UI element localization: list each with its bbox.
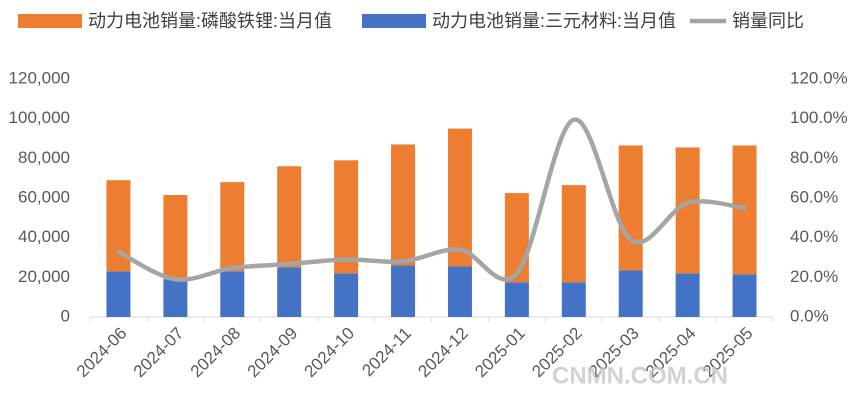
bar: [732, 274, 757, 317]
bar: [220, 271, 245, 317]
y2-tick-label: 40.0%: [790, 227, 838, 246]
bar: [334, 160, 359, 274]
legend-swatch: [18, 14, 82, 28]
x-tick-label: 2024-07: [130, 324, 188, 382]
bar: [220, 182, 245, 272]
y2-tick-label: 0.0%: [790, 306, 829, 325]
bar: [675, 147, 700, 274]
x-tick-label: 2024-08: [187, 324, 245, 382]
legend: 动力电池销量:磷酸铁锂:当月值 动力电池销量:三元材料:当月值 销量同比: [18, 11, 804, 31]
y-tick-label: 0: [61, 306, 70, 325]
y-tick-label: 120,000: [9, 68, 70, 87]
y-tick-label: 80,000: [18, 148, 70, 167]
bar: [447, 266, 472, 317]
bar: [106, 271, 131, 317]
legend-label: 动力电池销量:磷酸铁锂:当月值: [88, 11, 332, 31]
line: [116, 117, 747, 282]
bar: [447, 128, 472, 267]
legend-label: 动力电池销量:三元材料:当月值: [432, 11, 676, 31]
bar: [163, 279, 188, 317]
legend-swatch: [362, 14, 426, 28]
x-tick-label: 2024-10: [301, 324, 359, 382]
y2-tick-label: 100.0%: [790, 108, 848, 127]
y2-tick-label: 20.0%: [790, 267, 838, 286]
x-tick-label: 2024-12: [414, 324, 472, 382]
y2-tick-label: 80.0%: [790, 148, 838, 167]
y2-tick-label: 60.0%: [790, 187, 838, 206]
y-tick-label: 40,000: [18, 227, 70, 246]
watermark: CNMN.COM.CN: [552, 362, 728, 389]
bar: [675, 273, 700, 317]
bar: [277, 166, 302, 268]
y2-tick-label: 120.0%: [790, 68, 848, 87]
x-tick-label: 2024-06: [73, 324, 131, 382]
bar: [277, 267, 302, 317]
bar: [504, 282, 529, 317]
bar: [334, 273, 359, 317]
bar: [561, 185, 586, 283]
x-tick-label: 2024-09: [244, 324, 302, 382]
bar: [391, 144, 416, 266]
x-tick-label: 2024-11: [358, 324, 415, 381]
bar: [163, 195, 188, 280]
legend-label: 销量同比: [732, 11, 804, 31]
bar: [618, 145, 643, 271]
y-tick-label: 100,000: [9, 108, 70, 127]
bar: [561, 282, 586, 317]
bar: [618, 270, 643, 317]
y-tick-label: 20,000: [18, 267, 70, 286]
bar: [504, 193, 529, 283]
bar: [391, 265, 416, 317]
y-tick-label: 60,000: [18, 187, 70, 206]
x-tick-label: 2025-01: [471, 324, 529, 382]
